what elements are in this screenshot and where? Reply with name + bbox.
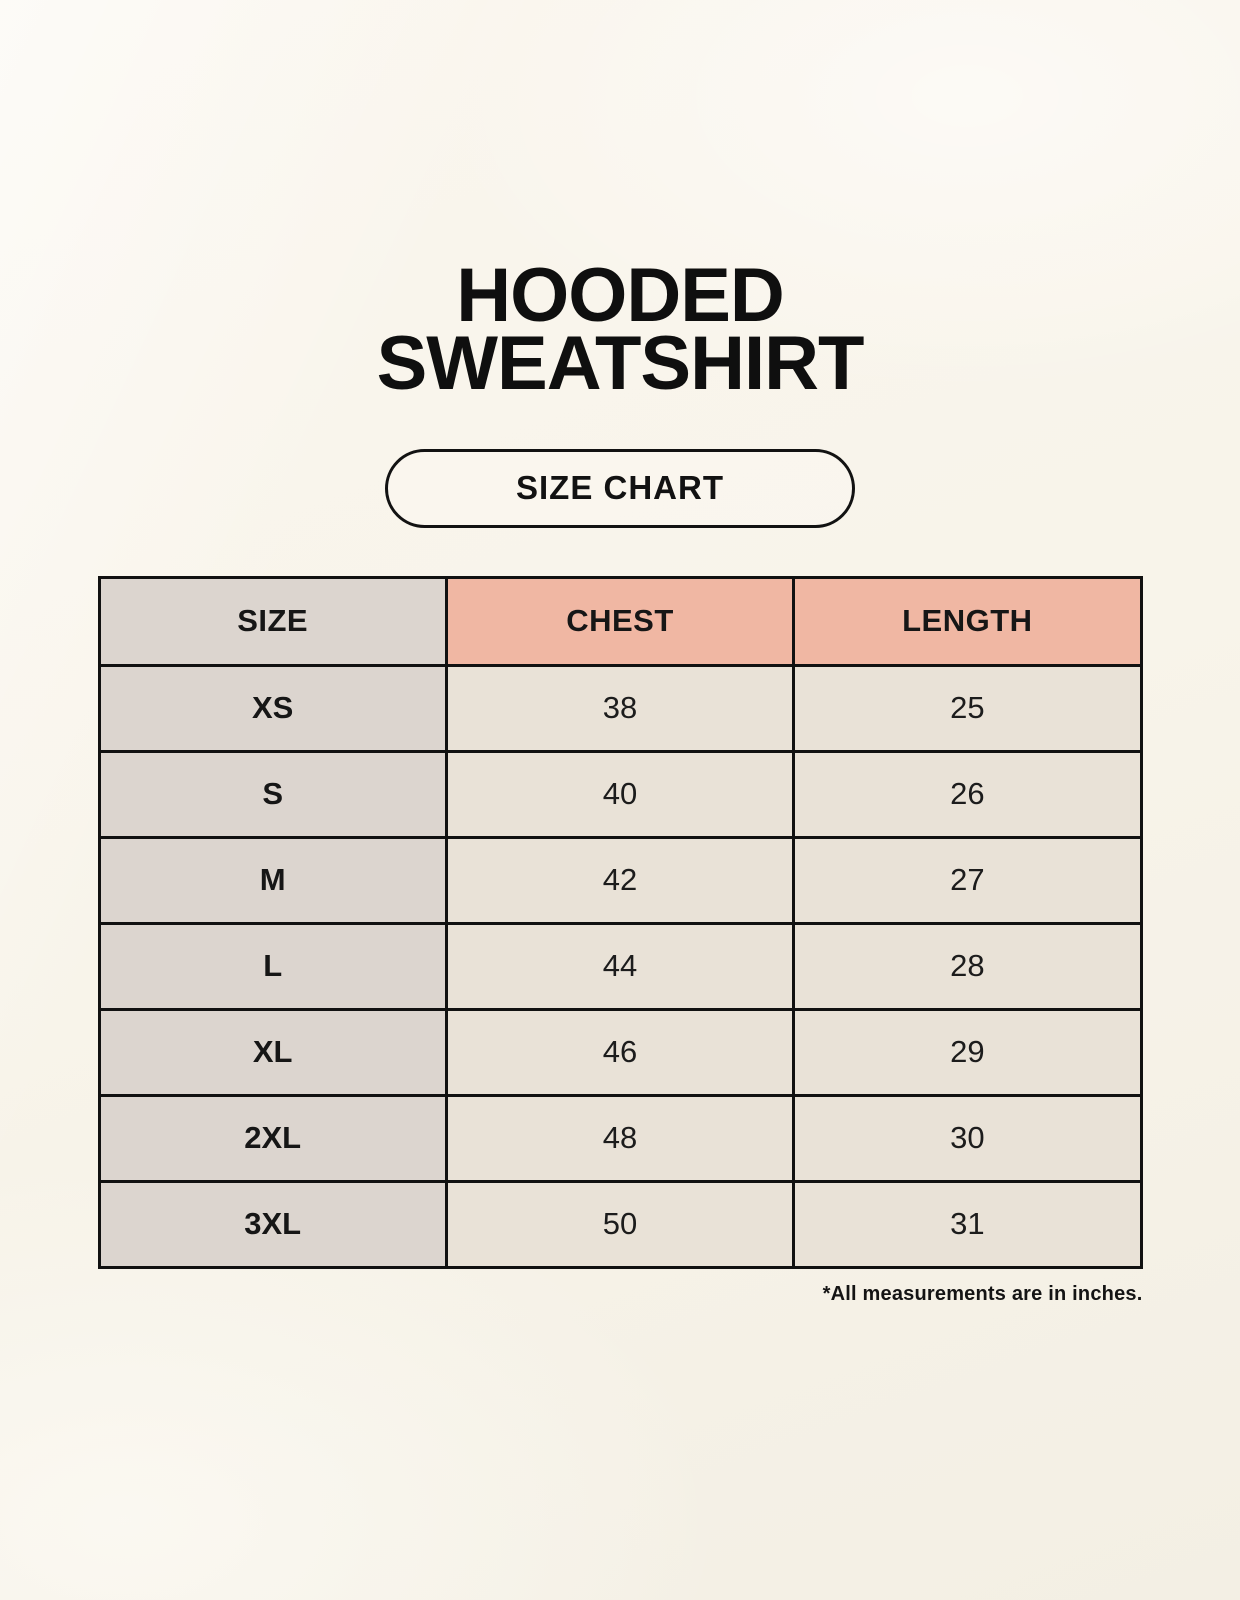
table-row: L 44 28: [97, 921, 1143, 1011]
chest-value-cell: 48: [444, 1093, 796, 1183]
length-value-cell: 27: [792, 835, 1143, 925]
page-title-line-1: HOODED: [456, 253, 785, 338]
size-label-cell: M: [97, 835, 448, 925]
table-row: XS 38 25: [97, 663, 1143, 753]
size-chart-button[interactable]: SIZE CHART: [385, 448, 855, 528]
table-header-row: SIZE CHEST LENGTH: [97, 575, 1143, 667]
chest-value-cell: 46: [444, 1007, 796, 1097]
size-label-cell: XS: [97, 663, 448, 753]
page-title-line-2: SWEATSHIRT: [376, 321, 865, 407]
length-value-cell: 26: [792, 749, 1143, 839]
size-label-cell: 3XL: [97, 1179, 448, 1269]
table-row: M 42 27: [97, 835, 1143, 925]
table-body: XS 38 25 S 40 26 M 42 27 L 44 28 XL 46 29 2XL 48 30 3XL 50 3…: [97, 663, 1143, 1269]
length-value-cell: 31: [792, 1179, 1143, 1269]
length-value-cell: 25: [792, 663, 1143, 753]
chest-value-cell: 44: [444, 921, 796, 1011]
column-header-size: SIZE: [97, 575, 448, 667]
size-label-cell: XL: [97, 1007, 448, 1097]
size-label-cell: 2XL: [97, 1093, 448, 1183]
column-header-length: LENGTH: [792, 575, 1143, 667]
size-chart-button-label: SIZE CHART: [516, 469, 724, 507]
chest-value-cell: 50: [444, 1179, 796, 1269]
measurements-footnote: *All measurements are in inches.: [822, 1282, 1143, 1305]
chest-value-cell: 42: [444, 835, 796, 925]
length-value-cell: 28: [792, 921, 1143, 1011]
table-row: S 40 26: [97, 749, 1143, 839]
length-value-cell: 30: [792, 1093, 1143, 1183]
size-label-cell: L: [97, 921, 448, 1011]
table-row: 2XL 48 30: [97, 1093, 1143, 1183]
page-title: HOODED SWEATSHIRT: [0, 253, 1240, 407]
size-label-cell: S: [97, 749, 448, 839]
table-row: XL 46 29: [97, 1007, 1143, 1097]
chest-value-cell: 38: [444, 663, 796, 753]
table-header: SIZE CHEST LENGTH: [97, 575, 1143, 667]
table-row: 3XL 50 31: [97, 1179, 1143, 1269]
size-chart-table: SIZE CHEST LENGTH XS 38 25 S 40 26 M 42 27 L 44 28 X…: [97, 575, 1143, 1269]
column-header-chest: CHEST: [444, 575, 796, 667]
chest-value-cell: 40: [444, 749, 796, 839]
length-value-cell: 29: [792, 1007, 1143, 1097]
